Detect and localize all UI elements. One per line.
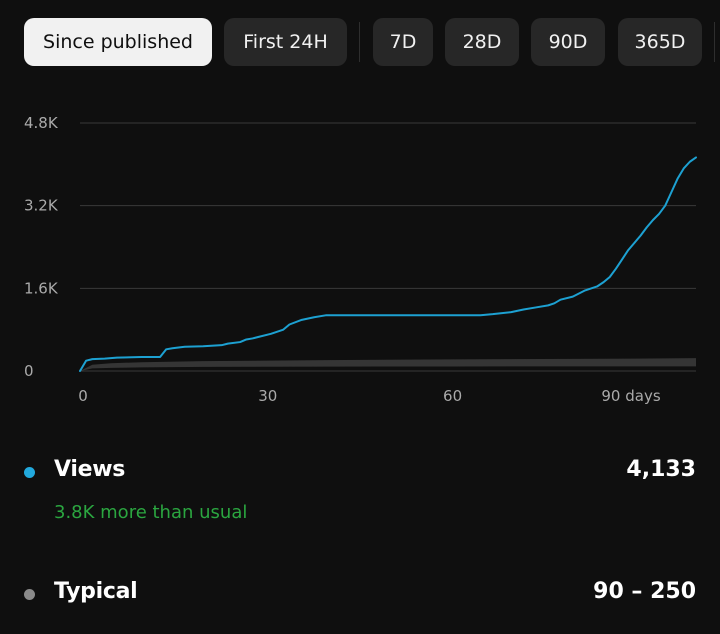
x-tick-label: 90 days [601,387,660,405]
tab-first-24h[interactable]: First 24H [224,18,347,66]
tab-divider [359,22,360,62]
views-comparison-text: 3.8K more than usual [54,502,248,523]
views-value: 4,133 [626,457,696,482]
typical-value: 90 – 250 [593,579,696,604]
views-line-chart: 0 1.6K 3.2K 4.8K 0 30 60 90 days [24,114,697,405]
y-tick-label: 4.8K [24,114,59,132]
typical-dot-icon [24,589,35,600]
views-dot-icon [24,467,35,478]
legend-views[interactable]: Views 4,133 [24,457,696,487]
x-tick-label: 0 [78,387,88,405]
views-label: Views [54,457,126,482]
x-tick-label: 60 [443,387,462,405]
tab-28d[interactable]: 28D [445,18,519,66]
tab-since-published[interactable]: Since published [24,18,212,66]
legend-typical[interactable]: Typical 90 – 250 [24,579,696,609]
time-range-tabs: Since published First 24H 7D 28D 90D 365… [24,18,720,66]
y-tick-label: 3.2K [24,197,59,215]
typical-range-band [80,358,696,371]
tab-divider-end [714,22,715,62]
y-tick-label: 0 [24,362,34,380]
views-series-line [79,156,697,372]
y-tick-label: 1.6K [24,279,59,297]
tab-90d[interactable]: 90D [531,18,605,66]
typical-label: Typical [54,579,138,604]
tab-365d[interactable]: 365D [618,18,702,66]
x-tick-label: 30 [258,387,277,405]
tab-7d[interactable]: 7D [373,18,433,66]
